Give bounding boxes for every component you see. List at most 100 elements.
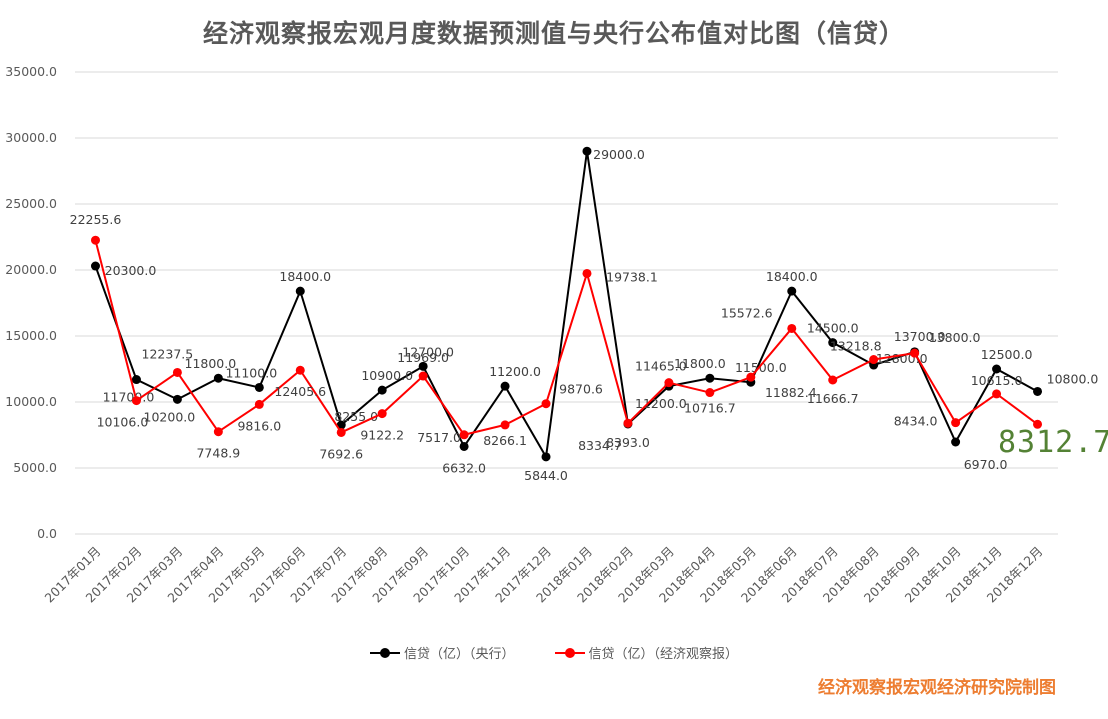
data-point	[746, 372, 756, 382]
data-point	[254, 382, 264, 392]
data-point	[951, 437, 961, 447]
data-point	[828, 338, 838, 348]
data-label: 29000.0	[593, 147, 645, 162]
data-point	[295, 365, 305, 375]
data-point	[787, 323, 797, 333]
data-point	[500, 420, 510, 430]
data-point	[582, 268, 592, 278]
data-point	[869, 355, 879, 365]
data-point	[459, 430, 469, 440]
black-line-marker-icon	[369, 647, 400, 659]
data-label: 22255.6	[70, 212, 122, 227]
legend-label-eeo: 信贷（亿）（经济观察报）	[588, 647, 739, 662]
data-label: 10615.0	[971, 373, 1023, 388]
data-label: 18400.0	[766, 269, 818, 284]
data-label: 11882.4	[765, 385, 817, 400]
data-point	[131, 396, 141, 406]
data-label: 10800.0	[1047, 371, 1099, 386]
y-tick-label: 10000.0	[5, 394, 57, 409]
data-label: 9816.0	[237, 418, 281, 433]
data-point	[828, 375, 838, 385]
data-point	[705, 388, 715, 398]
data-label: 15572.6	[721, 305, 773, 320]
y-tick-label: 20000.0	[5, 262, 57, 277]
data-label: 12237.5	[142, 346, 194, 361]
data-label: 13218.8	[830, 339, 882, 354]
data-point	[295, 286, 305, 296]
data-point	[213, 373, 223, 383]
data-label: 11969.0	[397, 350, 449, 365]
data-point	[377, 385, 387, 395]
data-label: 11700.0	[103, 390, 155, 405]
data-point	[418, 371, 428, 381]
data-point	[992, 364, 1002, 374]
data-label: 6970.0	[964, 457, 1008, 472]
series-line	[94, 150, 1039, 458]
data-label: 11800.0	[674, 356, 726, 371]
data-point	[254, 399, 264, 409]
legend-item-eeo[interactable]: 信贷（亿）（经济观察报）	[554, 643, 739, 662]
data-point	[910, 348, 920, 358]
data-label: 9870.6	[559, 382, 603, 397]
data-point	[418, 361, 428, 371]
data-label: 20300.0	[105, 263, 157, 278]
data-point	[459, 441, 469, 451]
data-label: 12405.6	[274, 384, 326, 399]
data-point	[90, 235, 100, 245]
data-label: 10106.0	[97, 415, 149, 430]
data-point	[336, 427, 346, 437]
legend-item-central-bank[interactable]: 信贷（亿）（央行）	[369, 643, 515, 662]
data-label: 8255.0	[334, 409, 378, 424]
data-label: 11100.0	[225, 365, 277, 380]
series-line	[94, 239, 1039, 436]
data-point	[213, 427, 223, 437]
y-tick-label: 35000.0	[5, 64, 57, 79]
data-label: 7517.0	[417, 430, 461, 445]
data-point	[541, 452, 551, 462]
y-tick-label: 0.0	[37, 526, 57, 541]
data-label: 9122.2	[360, 428, 404, 443]
data-label: 8334.7	[578, 438, 622, 453]
data-point	[787, 286, 797, 296]
highlight-value: 8312.7	[998, 425, 1108, 460]
data-label: 11800.0	[185, 356, 237, 371]
red-line-marker-icon	[554, 647, 585, 659]
y-tick-label: 5000.0	[13, 460, 57, 475]
data-point	[377, 409, 387, 419]
data-label: 10900.0	[361, 368, 413, 383]
data-point	[705, 373, 715, 383]
data-point	[951, 418, 961, 428]
data-point	[500, 381, 510, 391]
footer-credit: 经济观察报宏观经济研究院制图	[818, 678, 1056, 698]
data-point	[1033, 386, 1043, 396]
data-point	[90, 261, 100, 271]
chart-title: 经济观察报宏观月度数据预测值与央行公布值对比图（信贷）	[202, 19, 905, 48]
data-point	[172, 367, 182, 377]
data-label: 12500.0	[981, 347, 1033, 362]
data-point	[1033, 419, 1043, 429]
data-label: 6632.0	[442, 460, 486, 475]
data-label: 5844.0	[524, 468, 568, 483]
y-tick-label: 15000.0	[5, 328, 57, 343]
data-point	[664, 378, 674, 388]
data-point	[541, 399, 551, 409]
data-label: 7692.6	[319, 446, 363, 461]
data-label: 13800.0	[929, 330, 981, 345]
legend-label-central-bank: 信贷（亿）（央行）	[403, 647, 515, 662]
data-label: 11500.0	[735, 360, 787, 375]
data-label: 10716.7	[684, 401, 736, 416]
data-label: 14500.0	[807, 321, 859, 336]
data-label: 18400.0	[279, 269, 331, 284]
data-label: 8434.0	[894, 414, 938, 429]
data-point	[992, 389, 1002, 399]
data-point	[623, 418, 633, 428]
data-label: 11666.7	[807, 391, 859, 406]
data-label: 7748.9	[196, 446, 240, 461]
data-label: 12700.0	[402, 344, 454, 359]
data-point	[172, 394, 182, 404]
data-label: 11200.0	[635, 396, 687, 411]
data-label: 8266.1	[483, 433, 527, 448]
y-tick-label: 25000.0	[5, 196, 57, 211]
data-label: 8393.0	[606, 435, 650, 450]
